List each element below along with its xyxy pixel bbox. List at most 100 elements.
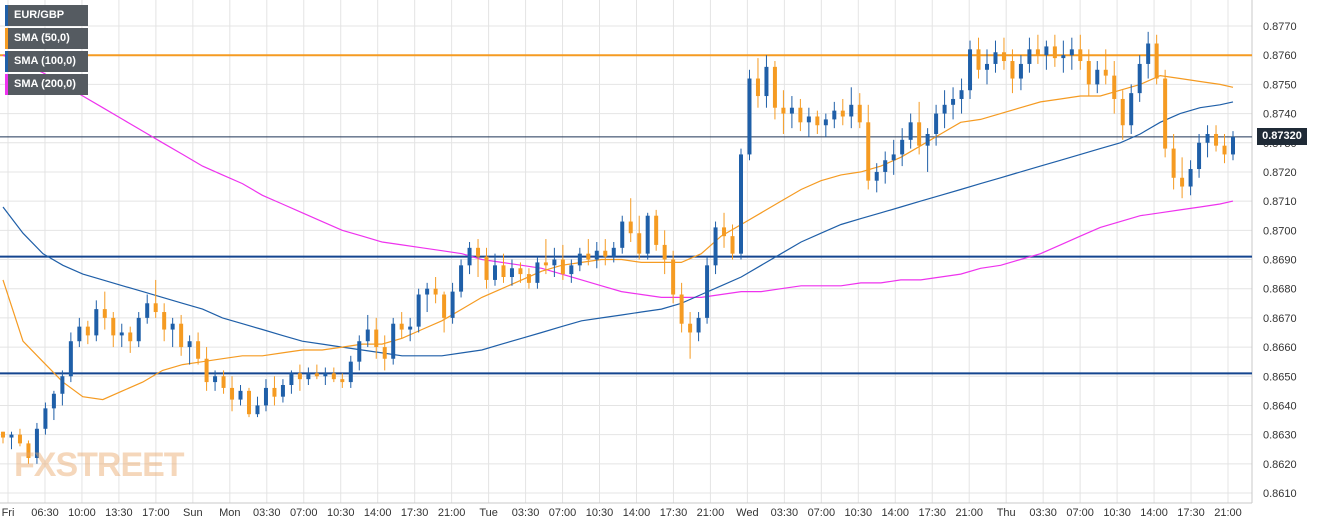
- candle-body: [85, 326, 90, 336]
- y-tick-label: 0.8690: [1263, 255, 1297, 267]
- candle-body: [1154, 43, 1159, 79]
- legend-swatch: [5, 28, 8, 49]
- candle-body: [51, 393, 56, 409]
- candle-body: [1010, 61, 1015, 79]
- candle: [781, 90, 786, 134]
- candle-body: [493, 265, 497, 280]
- legend-label: EUR/GBP: [14, 9, 65, 21]
- candle: [365, 314, 370, 348]
- candle: [77, 317, 82, 348]
- candle-body: [323, 373, 328, 377]
- candle: [1035, 34, 1040, 64]
- candle: [849, 87, 854, 129]
- x-tick-label: 10:30: [845, 507, 873, 519]
- candle-body: [611, 247, 616, 257]
- candle-body: [1069, 49, 1074, 56]
- candle-body: [416, 294, 421, 327]
- candle: [747, 69, 752, 161]
- candle: [323, 367, 328, 386]
- x-tick-label: 21:00: [1214, 507, 1242, 519]
- candle: [391, 317, 396, 365]
- candle-body: [713, 227, 718, 266]
- candle: [535, 256, 540, 289]
- candle: [1205, 125, 1210, 158]
- candle: [111, 312, 116, 348]
- candle-body: [68, 341, 73, 377]
- candle-body: [849, 104, 854, 117]
- candle-body: [213, 376, 218, 383]
- x-tick-label: 17:30: [401, 507, 429, 519]
- current-price-badge: 0.87320: [1257, 128, 1307, 145]
- candle-body: [331, 373, 336, 380]
- candle: [204, 347, 209, 391]
- candle-body: [425, 288, 430, 295]
- candle-body: [509, 268, 514, 278]
- x-tick-label: Mon: [219, 507, 240, 519]
- candle: [331, 367, 336, 383]
- candle-body: [543, 262, 548, 266]
- candle: [722, 212, 727, 248]
- candle: [187, 335, 192, 365]
- candle-body: [128, 332, 133, 342]
- candle: [1231, 131, 1235, 161]
- candle: [705, 256, 710, 324]
- x-tick-label: 03:30: [771, 507, 799, 519]
- candle: [611, 241, 616, 263]
- candle-body: [26, 443, 31, 458]
- candle: [213, 370, 218, 391]
- candle: [628, 198, 633, 242]
- candle: [314, 364, 319, 380]
- x-tick-label: 21:00: [955, 507, 983, 519]
- candle: [840, 98, 845, 126]
- candle: [577, 247, 582, 272]
- candle-body: [823, 119, 828, 126]
- candle-body: [433, 288, 438, 295]
- legend-item-eurgbp[interactable]: EUR/GBP: [5, 5, 88, 26]
- candle: [1120, 90, 1125, 140]
- candle-body: [637, 233, 642, 254]
- candle-body: [518, 268, 523, 275]
- x-tick-label: 10:00: [68, 507, 96, 519]
- y-tick-label: 0.8650: [1263, 371, 1297, 383]
- candle-body: [951, 98, 956, 105]
- candle-body: [806, 116, 811, 123]
- x-tick-label: 14:00: [623, 507, 651, 519]
- candle: [17, 428, 22, 447]
- candle-body: [187, 341, 192, 348]
- candle: [1154, 34, 1159, 85]
- legend-item-sma100[interactable]: SMA (100,0): [5, 51, 88, 72]
- candle-body: [671, 259, 676, 295]
- candle: [374, 317, 379, 359]
- candle-body: [535, 262, 540, 283]
- candle: [26, 440, 31, 464]
- candle: [1103, 49, 1108, 85]
- candle-body: [221, 376, 226, 388]
- candle: [908, 113, 913, 149]
- y-tick-label: 0.8740: [1263, 109, 1297, 121]
- candle: [1086, 49, 1091, 97]
- candle: [806, 107, 811, 137]
- candle: [484, 247, 489, 289]
- candle: [272, 376, 277, 406]
- x-tick-label: 14:00: [1140, 507, 1168, 519]
- legend-item-sma200[interactable]: SMA (200,0): [5, 74, 88, 95]
- x-tick-label: 13:30: [105, 507, 133, 519]
- candle-body: [891, 154, 896, 161]
- y-tick-label: 0.8670: [1263, 313, 1297, 325]
- candle: [43, 402, 48, 435]
- candles: [1, 31, 1235, 464]
- y-tick-label: 0.8750: [1263, 79, 1297, 91]
- candle-body: [1163, 78, 1168, 149]
- candle: [60, 370, 65, 406]
- x-tick-label: 17:30: [1177, 507, 1205, 519]
- candle: [968, 40, 973, 99]
- candle: [1, 431, 5, 444]
- candle: [459, 259, 464, 298]
- candle-body: [306, 373, 311, 380]
- candle-body: [603, 250, 608, 257]
- candle-body: [145, 303, 150, 318]
- legend-item-sma50[interactable]: SMA (50,0): [5, 28, 88, 49]
- candle-body: [832, 110, 837, 120]
- candle-body: [577, 253, 582, 266]
- candle-body: [874, 171, 879, 181]
